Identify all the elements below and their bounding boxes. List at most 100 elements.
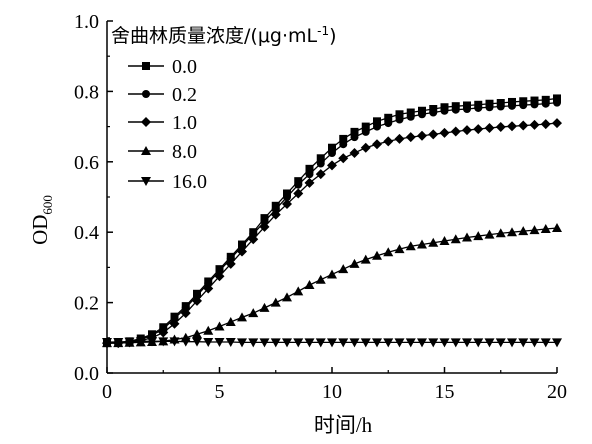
- legend-item: 0.2: [128, 84, 197, 106]
- data-point: [304, 177, 315, 188]
- data-point: [327, 338, 337, 348]
- data-point: [328, 149, 336, 157]
- data-point: [124, 337, 135, 347]
- data-point: [180, 337, 191, 347]
- y-tick-label: 0.8: [74, 81, 99, 103]
- data-point: [248, 234, 259, 245]
- data-point: [360, 254, 371, 264]
- data-point: [237, 338, 247, 348]
- data-point: [529, 338, 540, 348]
- data-point: [394, 133, 405, 144]
- data-point: [181, 303, 190, 312]
- data-point: [372, 250, 382, 260]
- data-point: [507, 338, 517, 348]
- data-point: [395, 115, 404, 124]
- data-point: [270, 209, 281, 220]
- data-point: [305, 164, 314, 173]
- series-line: [106, 102, 558, 344]
- y-tick-label: 0.0: [74, 363, 99, 385]
- data-point: [417, 130, 427, 141]
- data-point: [473, 124, 484, 135]
- x-tick-label: 5: [215, 381, 225, 403]
- data-point: [405, 241, 416, 251]
- data-point: [158, 337, 169, 347]
- data-point: [350, 133, 359, 142]
- data-point: [248, 308, 259, 318]
- legend-label: 0.2: [172, 84, 197, 106]
- data-point: [360, 338, 371, 348]
- data-point: [237, 246, 247, 257]
- data-point: [215, 266, 224, 275]
- data-point: [282, 338, 292, 348]
- y-axis-label-subscript: 600: [40, 195, 55, 215]
- data-point: [541, 99, 550, 108]
- data-point: [450, 338, 461, 348]
- data-point: [428, 129, 439, 140]
- data-point: [305, 170, 314, 179]
- legend-label: 8.0: [172, 141, 197, 163]
- data-point: [260, 217, 269, 226]
- data-point: [552, 222, 562, 232]
- data-point: [226, 254, 235, 263]
- legend-swatch-marker: [141, 146, 151, 155]
- data-point: [495, 338, 506, 348]
- legend: 舍曲林质量浓度/(μg·mL-1) 0.0 0.2 1.0 8.0 16.0: [111, 24, 337, 193]
- data-point: [540, 119, 551, 130]
- data-point: [204, 279, 213, 288]
- data-point: [169, 318, 180, 329]
- legend-label: 16.0: [172, 171, 207, 193]
- data-point: [463, 105, 471, 113]
- data-point: [304, 338, 315, 348]
- series-0-2: [103, 98, 561, 348]
- data-point: [394, 244, 405, 254]
- data-point: [518, 120, 529, 131]
- data-point: [203, 325, 214, 335]
- data-point: [429, 108, 438, 117]
- data-point: [473, 338, 484, 348]
- data-point: [203, 338, 214, 348]
- data-point: [270, 297, 281, 307]
- x-axis-label: 时间/h: [314, 413, 373, 437]
- data-point: [338, 153, 349, 164]
- data-point: [384, 113, 393, 122]
- data-point: [316, 159, 325, 168]
- data-point: [485, 103, 494, 112]
- data-point: [294, 180, 303, 189]
- data-point: [439, 338, 450, 348]
- data-point: [349, 258, 360, 268]
- x-tick-label: 15: [435, 381, 455, 403]
- data-point: [113, 338, 124, 348]
- data-point: [508, 101, 516, 110]
- y-axis-label-main: OD: [28, 215, 52, 245]
- data-point: [384, 119, 393, 128]
- data-point: [439, 127, 450, 138]
- data-point: [315, 274, 326, 284]
- data-point: [282, 292, 292, 302]
- data-point: [237, 312, 247, 322]
- series-8-0: [102, 222, 562, 348]
- series-line: [106, 97, 558, 344]
- data-point: [473, 231, 484, 241]
- data-point: [271, 205, 280, 214]
- data-point: [519, 101, 528, 110]
- data-point: [225, 258, 236, 269]
- data-point: [339, 134, 348, 143]
- data-point: [361, 127, 370, 136]
- data-point: [484, 123, 495, 134]
- data-point: [553, 98, 561, 107]
- data-point: [192, 337, 202, 347]
- data-point: [405, 132, 416, 143]
- data-point: [238, 242, 246, 251]
- data-point: [315, 338, 326, 348]
- legend-item: 8.0: [128, 141, 197, 163]
- data-point: [484, 338, 495, 348]
- data-point: [147, 337, 157, 347]
- y-axis-label: OD600: [28, 195, 55, 245]
- data-point: [451, 105, 460, 114]
- data-point: [293, 338, 304, 348]
- data-point: [270, 338, 281, 348]
- data-point: [439, 236, 450, 245]
- data-point: [529, 119, 540, 130]
- data-point: [225, 316, 236, 326]
